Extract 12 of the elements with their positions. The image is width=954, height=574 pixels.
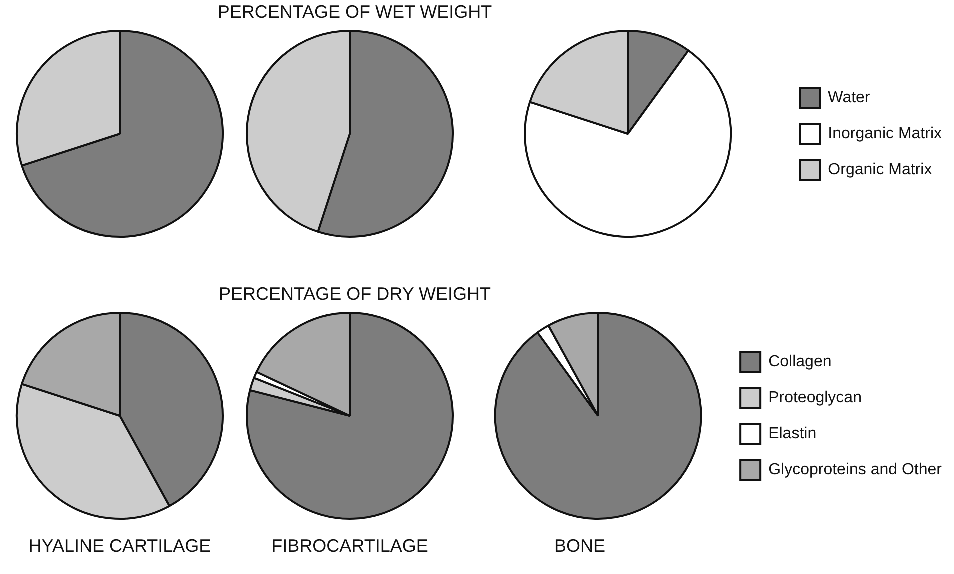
chart-title: PERCENTAGE OF DRY WEIGHT [218,284,492,305]
legend-label: Organic Matrix [828,161,932,178]
legend-label: Glycoproteins and Other [768,461,943,478]
slice-label: BONE [553,536,606,557]
chart-title: PERCENTAGE OF WET WEIGHT [216,2,494,23]
legend-label: Collagen [768,353,832,370]
legend-label: Elastin [768,425,817,442]
legend-label: Inorganic Matrix [828,125,942,142]
slice-label: HYALINE CARTILAGE [28,536,212,557]
legend-label: Water [828,89,871,106]
legend-label: Proteoglycan [768,389,862,406]
slice-label: FIBROCARTILAGE [270,536,430,557]
